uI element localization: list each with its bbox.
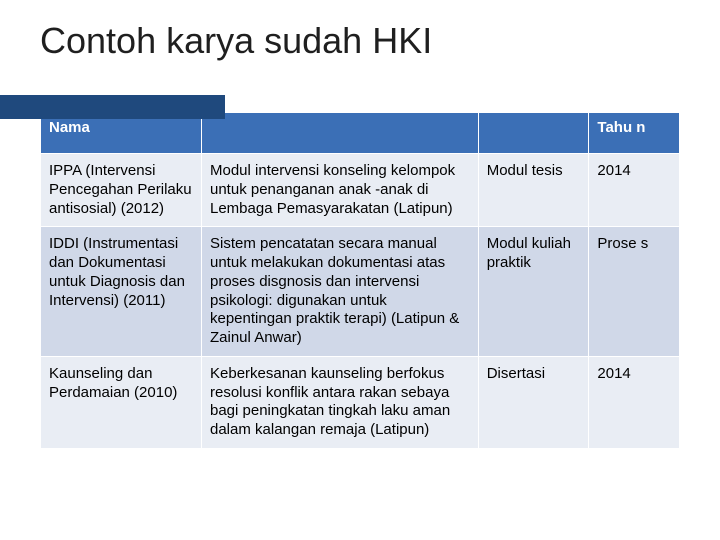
cell: Modul intervensi konseling kelompok untu… bbox=[202, 154, 479, 227]
cell: Sistem pencatatan secara manual untuk me… bbox=[202, 227, 479, 357]
table-row: Kaunseling dan Perdamaian (2010) Keberke… bbox=[41, 356, 680, 448]
hki-table: Nama Tahu n IPPA (Intervensi Pencegahan … bbox=[40, 112, 680, 449]
cell: Modul kuliah praktik bbox=[478, 227, 589, 357]
cell: Disertasi bbox=[478, 356, 589, 448]
cell: IPPA (Intervensi Pencegahan Perilaku ant… bbox=[41, 154, 202, 227]
page-title: Contoh karya sudah HKI bbox=[40, 20, 680, 62]
cell: Keberkesanan kaunseling berfokus resolus… bbox=[202, 356, 479, 448]
cell: 2014 bbox=[589, 154, 680, 227]
col-header-tahun: Tahu n bbox=[589, 113, 680, 154]
cell: Prose s bbox=[589, 227, 680, 357]
cell: Kaunseling dan Perdamaian (2010) bbox=[41, 356, 202, 448]
cell: IDDI (Instrumentasi dan Dokumentasi untu… bbox=[41, 227, 202, 357]
table-row: IDDI (Instrumentasi dan Dokumentasi untu… bbox=[41, 227, 680, 357]
slide: Contoh karya sudah HKI Nama Tahu n IPPA … bbox=[0, 0, 720, 540]
col-header-2 bbox=[202, 113, 479, 154]
col-header-3 bbox=[478, 113, 589, 154]
cell: 2014 bbox=[589, 356, 680, 448]
cell: Modul tesis bbox=[478, 154, 589, 227]
accent-bar bbox=[0, 95, 225, 119]
table-container: Nama Tahu n IPPA (Intervensi Pencegahan … bbox=[40, 112, 680, 449]
table-row: IPPA (Intervensi Pencegahan Perilaku ant… bbox=[41, 154, 680, 227]
